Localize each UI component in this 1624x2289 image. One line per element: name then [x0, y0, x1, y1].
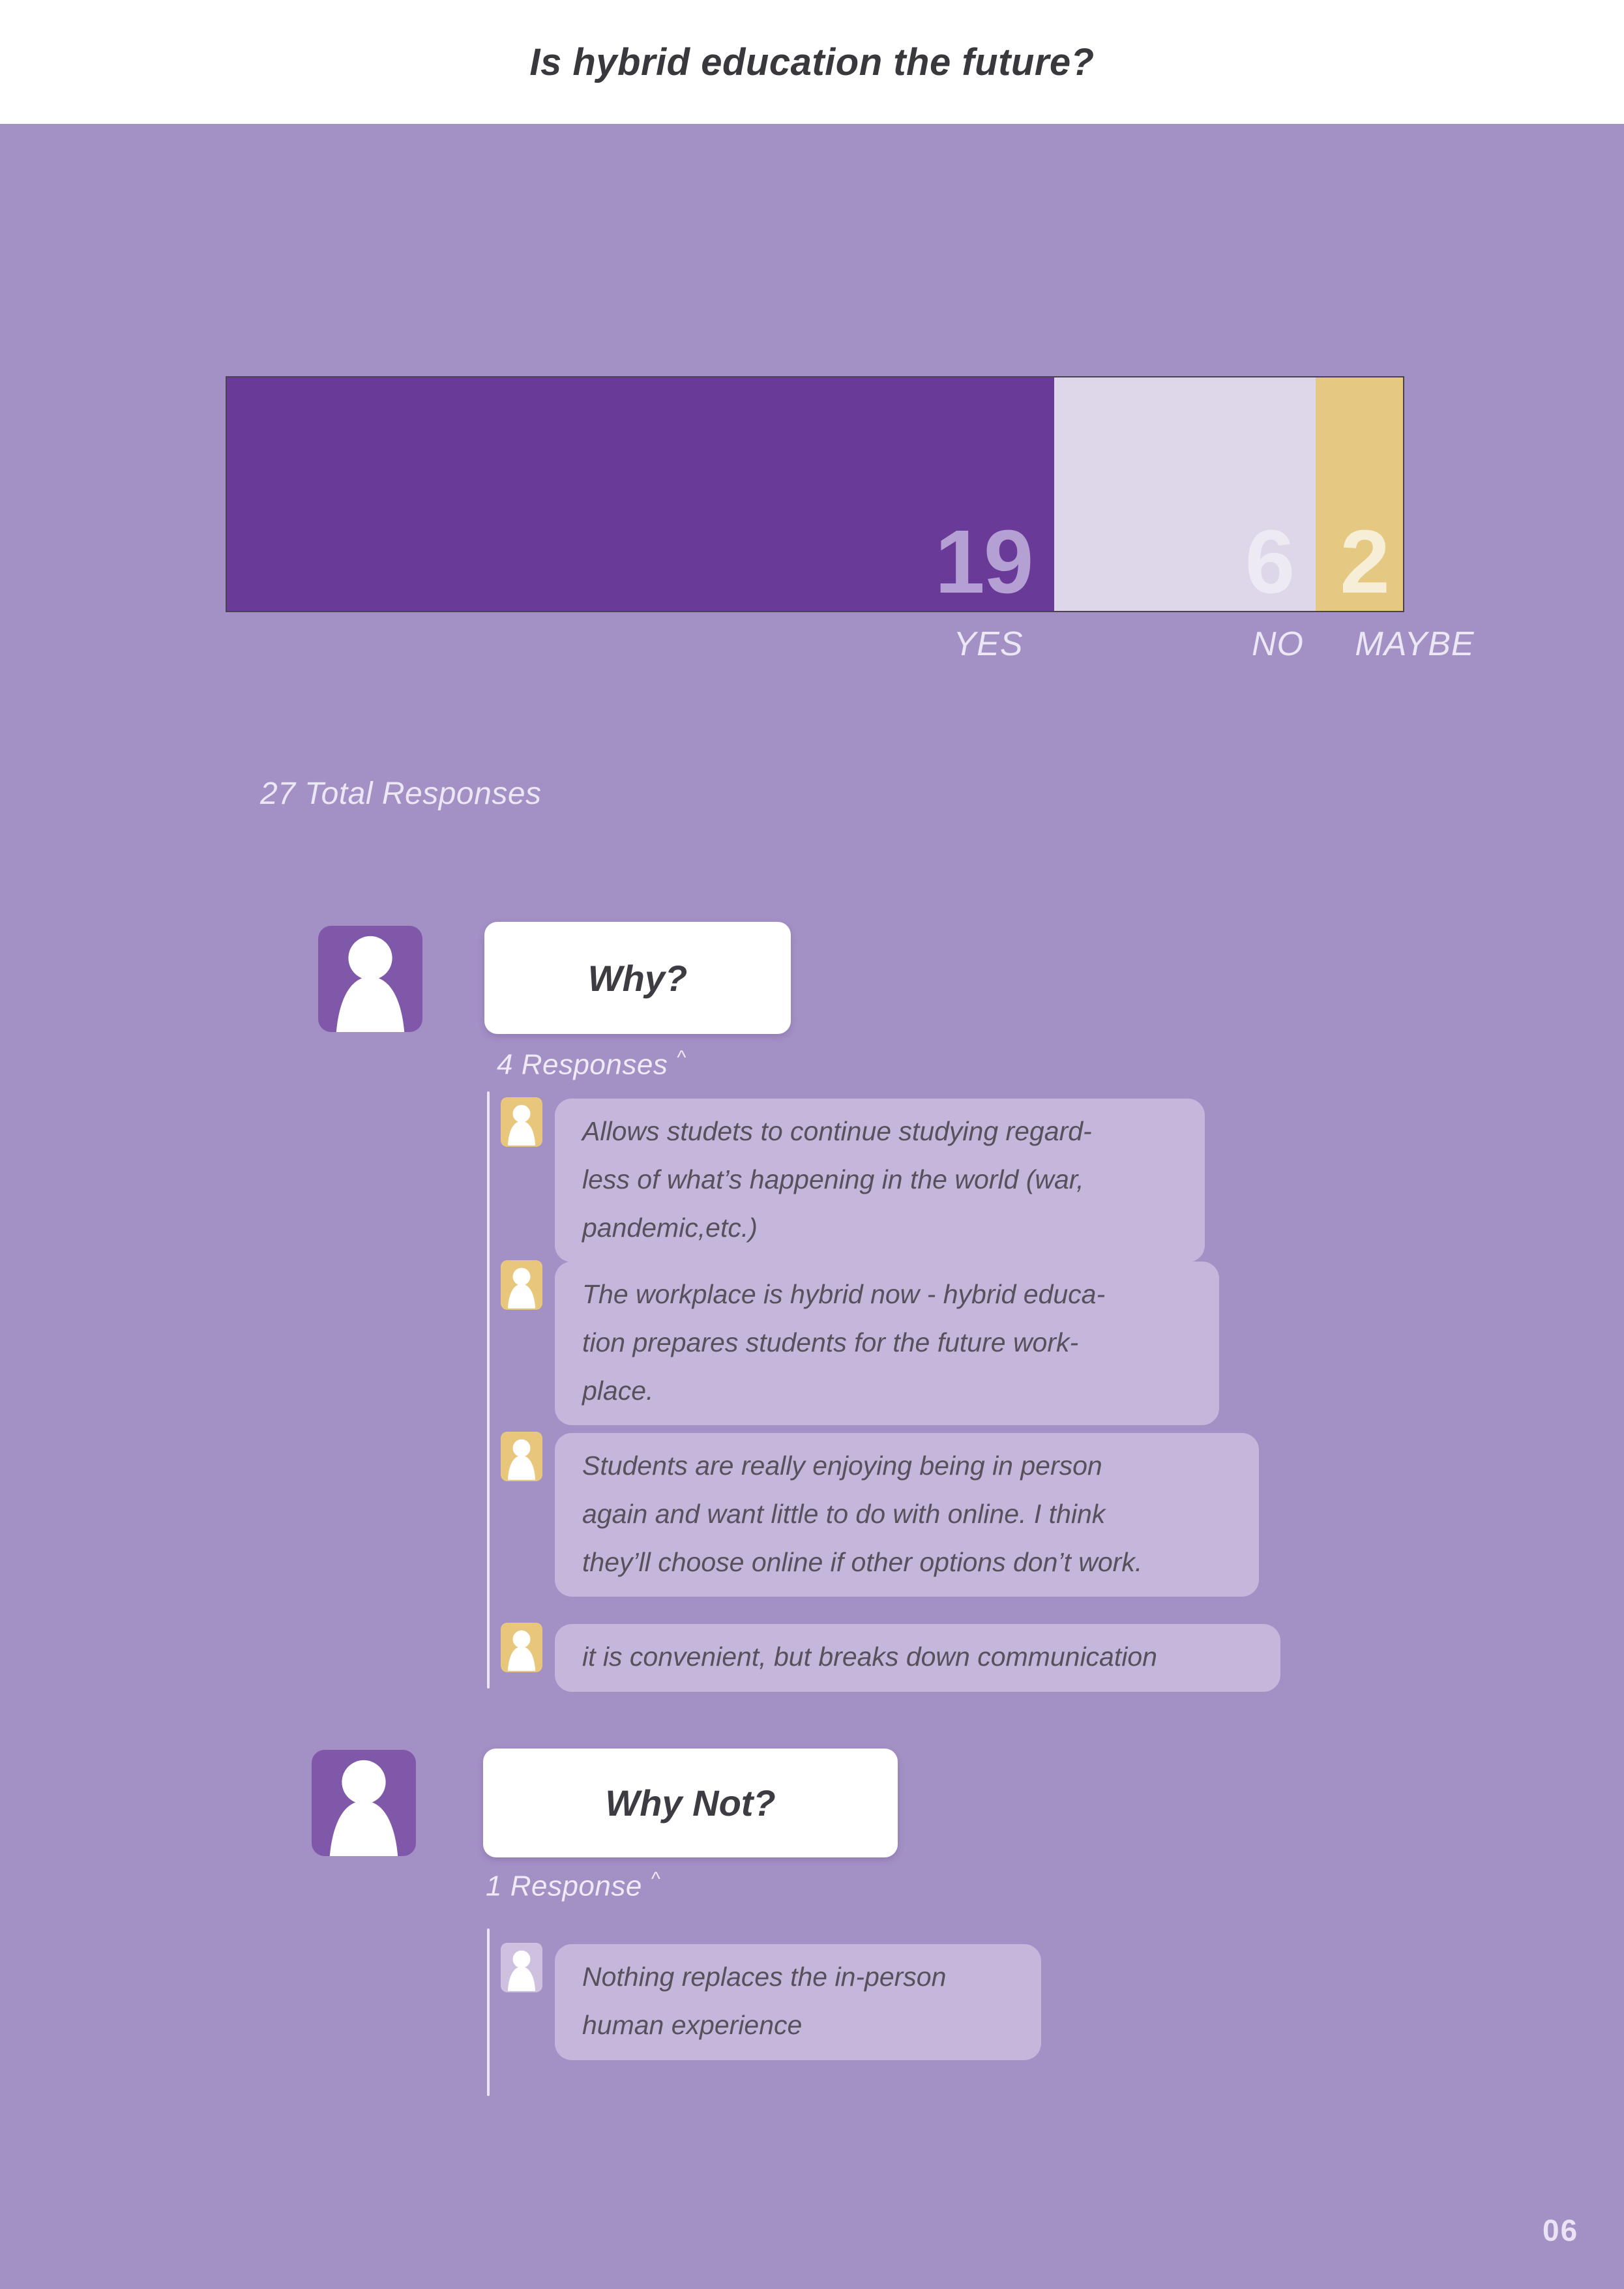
bar-label-maybe: MAYBE	[1355, 625, 1475, 663]
response-count-text: 1 Response	[486, 1870, 642, 1902]
response-bubble: it is convenient, but breaks down commun…	[555, 1624, 1280, 1692]
person-icon	[507, 1104, 536, 1145]
bar-category-labels: YES NO MAYBE	[226, 625, 1473, 664]
responder-avatar	[501, 1432, 542, 1481]
person-icon	[507, 1267, 536, 1308]
question-card-why-not: Why Not?	[483, 1749, 898, 1857]
question-label-why: Why?	[587, 957, 688, 999]
page-header: Is hybrid education the future?	[0, 0, 1624, 124]
responder-avatar	[501, 1943, 542, 1992]
bar-value-no: 6	[1245, 512, 1295, 612]
thread-line	[487, 1091, 490, 1689]
page-title: Is hybrid education the future?	[529, 40, 1095, 83]
collapse-caret-icon: ^	[651, 1868, 661, 1890]
page-number: 06	[1543, 2213, 1579, 2247]
response-bubble: The workplace is hybrid now - hybrid edu…	[555, 1262, 1219, 1426]
person-icon	[507, 1630, 536, 1671]
response-text: The workplace is hybrid now - hybrid edu…	[582, 1279, 1106, 1406]
responder-avatar	[501, 1623, 542, 1672]
person-icon	[507, 1439, 536, 1480]
bar-value-maybe: 2	[1340, 512, 1390, 612]
responses-thread-why-not: Nothing replaces the in-person human exp…	[487, 1928, 1269, 2104]
bar-label-no: NO	[1252, 625, 1304, 663]
response-bubble: Nothing replaces the in-person human exp…	[555, 1944, 1041, 2060]
bar-segment-maybe: 2	[1316, 377, 1403, 611]
response-bubble: Allows studets to continue studying rega…	[555, 1099, 1205, 1263]
question-avatar-why-not	[312, 1750, 416, 1856]
response-text: Nothing replaces the in-person human exp…	[582, 1962, 947, 2040]
person-icon	[329, 1760, 398, 1856]
thread-line	[487, 1928, 490, 2096]
question-label-why-not: Why Not?	[605, 1782, 776, 1824]
response-count-text: 4 Responses	[497, 1048, 668, 1081]
survey-bar-chart: 19 6 2	[226, 376, 1404, 612]
responder-avatar	[501, 1097, 542, 1147]
person-icon	[336, 936, 405, 1032]
collapse-caret-icon: ^	[677, 1047, 687, 1069]
responder-avatar	[501, 1260, 542, 1310]
bar-value-yes: 19	[934, 512, 1033, 612]
response-text: Allows studets to continue studying rega…	[582, 1116, 1092, 1243]
response-text: Students are really enjoying being in pe…	[582, 1451, 1143, 1577]
response-bubble: Students are really enjoying being in pe…	[555, 1433, 1259, 1597]
question-avatar-why	[318, 926, 422, 1032]
person-icon	[507, 1950, 536, 1991]
bar-label-yes: YES	[953, 625, 1024, 663]
question-card-why: Why?	[484, 922, 791, 1034]
response-count-why-not: 1 Response ^	[486, 1868, 660, 1903]
response-text: it is convenient, but breaks down commun…	[582, 1642, 1157, 1672]
bar-segment-no: 6	[1054, 377, 1316, 611]
responses-thread-why: Allows studets to continue studying rega…	[487, 1091, 1465, 1698]
total-responses-label: 27 Total Responses	[260, 776, 542, 811]
bar-segment-yes: 19	[227, 377, 1055, 612]
response-count-why: 4 Responses ^	[497, 1047, 687, 1082]
